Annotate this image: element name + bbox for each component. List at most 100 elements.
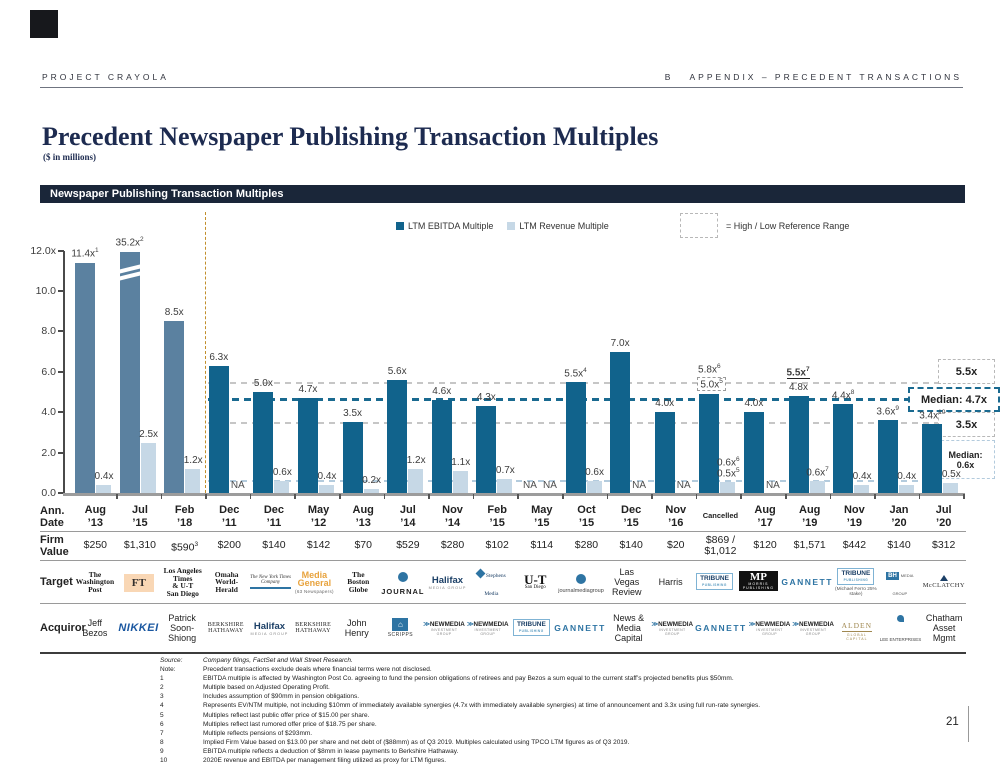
footnote-line: 5 Multiples reflect last public offer pri… <box>160 711 970 720</box>
chart-column: 4.6x 1.1x <box>429 250 475 499</box>
firm-value-cell: $70 <box>354 539 372 552</box>
column-tick <box>339 494 341 499</box>
chart-columns: 11.4x1 0.4x 35.2x2 2.5x 8.5x 1.2x 6.3x NA 5.0x 0.… <box>71 236 965 499</box>
revenue-bar <box>363 488 379 493</box>
ann-date-cell: Cancelled <box>702 511 739 521</box>
target-cell: JOURNAL <box>380 568 425 597</box>
chart-column: 4.0x NA <box>741 250 787 499</box>
logo-blackletter: The Washington Post <box>76 571 114 594</box>
firm-value-cell: $120 <box>753 539 777 552</box>
logo-line: Chatham <box>925 613 963 623</box>
y-tick-label: 4.0 <box>41 406 56 419</box>
ann-date-cell: May ’15 <box>531 504 553 529</box>
ebitda-bar <box>743 412 764 493</box>
revenue-bar <box>586 480 602 493</box>
footnote-text: Multiple reflects pensions of $293mm. <box>203 729 313 737</box>
median-revenue-label-2: 0.6x <box>956 459 975 470</box>
logo-line: John <box>346 618 367 628</box>
acquiror-cell: ALDEN GLOBAL CAPITAL <box>835 614 879 642</box>
logo-line: Capital <box>614 633 643 643</box>
target-cell: Omaha World-Herald <box>205 570 249 595</box>
logo-line: Washington <box>75 577 115 587</box>
logo-scripps: ⌂ SCRIPPS <box>387 618 414 638</box>
ann-date-cell: Aug ’19 <box>799 504 821 529</box>
low-reference-box: 3.5x <box>938 412 995 437</box>
jmg-logo-circle <box>576 573 586 584</box>
acquiror-cell: Patrick Soon- Shiong <box>160 612 204 644</box>
logo-line: Globe <box>348 584 368 594</box>
revenue-value-label: 0.6x <box>272 466 292 478</box>
ann-date-cell: Jan ’20 <box>889 504 909 529</box>
target-cell: The New York Times Company <box>249 574 293 591</box>
ann-date-cell: Feb ’18 <box>174 504 195 529</box>
logo-ut: U-T San Diego <box>524 572 547 590</box>
chart-column: 4.8x 5.5x7 0.6x7 <box>786 250 832 499</box>
footnote-line: Note: Precedent transactions exclude deal… <box>160 665 970 674</box>
logo-halifax: Halifax MEDIA GROUP <box>428 574 467 590</box>
chart-column: 4.4x8 0.4x <box>830 250 876 499</box>
revenue-value-label: 0.7x <box>495 464 515 476</box>
target-cell: U-T San Diego <box>513 573 557 591</box>
y-tick-label: 2.0 <box>41 446 56 459</box>
footnote-text: Includes assumption of $90mm in pension … <box>203 693 360 701</box>
panel-title-bar: Newspaper Publishing Transaction Multipl… <box>40 185 965 203</box>
legend-item: LTM Revenue Multiple <box>507 221 609 231</box>
section-letter: B <box>664 72 674 82</box>
legend-swatch <box>507 222 516 230</box>
acquiror-cell: BERKSHIRE HATHAWAY <box>291 621 335 636</box>
chart-column: 8.5x 1.2x <box>161 250 207 499</box>
ebitda-bar <box>565 381 586 493</box>
y-tick-label: 6.0 <box>41 365 56 378</box>
column-tick <box>205 494 207 499</box>
logo-line: News & <box>613 613 645 623</box>
ann-date-cell: Nov ’19 <box>843 504 865 529</box>
target-cell: Stephens Media <box>469 563 513 601</box>
median-revenue-box: Median: 0.6x <box>936 440 995 479</box>
acquiror-cell: BERKSHIRE HATHAWAY <box>204 621 248 636</box>
acquiror-cell: Jeff Bezos <box>73 617 117 639</box>
firm-value-cell: $280 <box>574 539 599 552</box>
logo-line: Review <box>611 587 642 597</box>
column-tick <box>116 494 118 499</box>
target-cell: Las Vegas Review <box>605 566 649 598</box>
logo-journal: JOURNAL <box>381 569 424 596</box>
logo-text: John Henry <box>345 618 369 638</box>
logo-newmedia: ≫NEWMEDIA INVESTMENT GROUP <box>651 620 694 636</box>
y-tick-label: 8.0 <box>41 325 56 338</box>
acquiror-cell: News & Media Capital <box>607 612 651 644</box>
column-tick <box>383 494 386 499</box>
chart-column: 5.6x 1.2x <box>384 250 430 499</box>
logo-tribune: TRIBUNE PUBLISHING (Michael Ferro 25% stak… <box>834 567 877 597</box>
firm-value-cell: $5903 <box>171 540 199 553</box>
high-reference-line <box>208 382 965 384</box>
chart-column: 35.2x2 2.5x <box>112 236 163 499</box>
revenue-bar <box>452 470 468 493</box>
logo-line: Henry <box>344 628 369 638</box>
logo-text: Chatham Asset Mgmt <box>926 613 963 643</box>
ann-date-cell: Nov ’14 <box>442 504 463 529</box>
ebitda-bar <box>75 262 95 493</box>
ebitda-bar <box>253 392 274 493</box>
target-cell: McCLATCHY <box>922 574 966 590</box>
ebitda-bar <box>119 251 140 493</box>
logo-ft: FT <box>123 573 154 592</box>
firm-value-cell: $1,310 <box>123 539 157 552</box>
revenue-value-label: 0.4x <box>852 470 872 482</box>
firm-value-cell: $200 <box>217 539 241 552</box>
footnote-label: 9 <box>160 747 164 755</box>
chart-column: 3.4x10 0.5x <box>919 250 965 499</box>
logo-stephens: Stephens Media <box>475 564 506 600</box>
footnote-label: 8 <box>160 738 164 746</box>
acquiror-cell: GANNETT <box>553 622 607 634</box>
page-number: 21 <box>946 716 959 728</box>
column-tick <box>785 494 787 499</box>
ebitda-value-label: 7.0x <box>610 337 630 349</box>
logo-text: Harris <box>659 577 683 587</box>
chart-column: 4.7x 0.4x <box>295 250 341 499</box>
logo-line: Patrick <box>168 613 196 623</box>
ebitda-bar <box>164 321 185 493</box>
ann-date-cell: Dec ’15 <box>621 504 642 529</box>
y-tick-mark <box>58 370 64 373</box>
excluded-deals-divider <box>205 212 206 493</box>
chart-column: NA NA <box>518 250 564 499</box>
